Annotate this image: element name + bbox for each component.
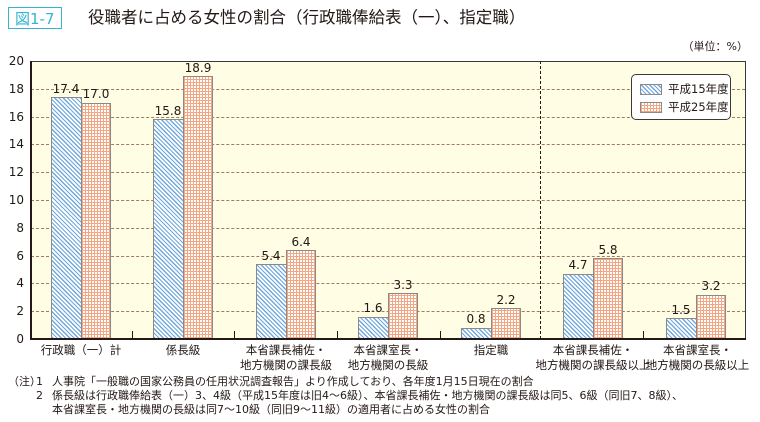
footnote-text: 係長級は行政職俸給表（一）3、4級（平成15年度は旧4～6級）、本省課長補佐・地… — [52, 389, 683, 402]
category-label-line1: 係長級 — [165, 343, 201, 357]
legend-label: 平成15年度 — [668, 82, 729, 96]
legend-item-h25: 平成25年度 — [640, 100, 729, 114]
bar-h25-kashitsucho — [388, 293, 418, 339]
hatch-swatch-icon — [640, 83, 662, 95]
ytick-label: 12 — [8, 165, 24, 179]
x-tick — [440, 331, 442, 338]
gridline-12 — [31, 172, 745, 174]
category-label: 本省課長補佐・ 地方機関の課長級 — [226, 343, 346, 373]
bar-h15-kashitsucho — [358, 316, 389, 339]
legend-label: 平成25年度 — [668, 100, 729, 114]
value-label: 15.8 — [154, 104, 182, 118]
ytick-label: 4 — [16, 276, 24, 290]
bar-h15-kacho-hosa — [256, 263, 287, 339]
bar-h25-kashitsucho-ijo — [696, 294, 726, 339]
category-label: 係長級 — [133, 343, 233, 358]
bar-h25-gyoseishoku-total — [81, 102, 111, 339]
value-label: 0.8 — [466, 312, 486, 326]
category-label-line2: 地方機関の課長級 — [240, 358, 332, 372]
value-label: 1.6 — [363, 301, 383, 315]
legend-item-h15: 平成15年度 — [640, 82, 729, 96]
footnote-number: 2 — [36, 389, 43, 402]
ytick-label: 0 — [16, 332, 24, 346]
category-label-line1: 本省課長補佐・ — [552, 343, 634, 357]
x-tick — [132, 331, 134, 338]
gridline-18 — [31, 88, 745, 90]
gridline-16 — [31, 116, 745, 118]
ytick-label: 20 — [8, 54, 24, 68]
value-label: 3.3 — [393, 278, 413, 292]
value-label: 17.4 — [52, 82, 80, 96]
category-label: 本省課長補佐・ 地方機関の課長級以上 — [533, 343, 653, 373]
ytick-label: 16 — [8, 110, 24, 124]
category-label-line1: 本省課室長・ — [663, 343, 732, 357]
bar-h15-gyoseishoku-total — [51, 97, 82, 339]
value-label: 18.9 — [184, 61, 212, 75]
ytick-label: 10 — [8, 193, 24, 207]
bar-h15-kashitsucho-ijo — [666, 318, 697, 339]
ytick-label: 2 — [16, 304, 24, 318]
unit-label: （単位：%） — [682, 40, 748, 53]
gridline-4 — [31, 283, 745, 285]
x-tick — [643, 331, 645, 338]
bar-h25-kacho-hosa — [286, 250, 316, 339]
gridline-8 — [31, 227, 745, 229]
ytick-label: 14 — [8, 137, 24, 151]
bar-h25-kacho-hosa-ijo — [593, 258, 623, 339]
category-label: 本省課室長・ 地方機関の長級以上 — [640, 343, 755, 373]
dot-swatch-icon — [640, 101, 662, 113]
category-label-line1: 行政職（一）計 — [40, 343, 122, 357]
value-label: 1.5 — [671, 303, 691, 317]
footnote-text: 人事院「一般職の国家公務員の任用状況調査報告」より作成しており、各年度1月15日… — [52, 375, 534, 388]
category-label: 本省課室長・ 地方機関の長級 — [328, 343, 448, 373]
x-axis — [30, 338, 746, 340]
bar-h15-kakaricho — [153, 119, 184, 339]
value-label: 4.7 — [568, 258, 588, 272]
category-label: 指定職 — [441, 343, 541, 358]
category-label-line2: 地方機関の長級 — [347, 358, 429, 372]
ytick-label: 8 — [16, 221, 24, 235]
x-tick — [337, 331, 339, 338]
category-label-line2: 地方機関の課長級以上 — [535, 358, 651, 372]
value-label: 5.4 — [261, 249, 281, 263]
bar-h25-kakaricho — [183, 76, 213, 339]
value-label: 2.2 — [496, 293, 516, 307]
value-label: 17.0 — [82, 87, 110, 101]
group-separator — [540, 61, 541, 339]
figure-label: 図1-7 — [8, 7, 62, 29]
chart-title: 役職者に占める女性の割合（行政職俸給表（一）、指定職） — [88, 8, 526, 27]
gridline-10 — [31, 200, 745, 201]
ytick-label: 6 — [16, 249, 24, 263]
y-axis — [30, 61, 32, 339]
category-label-line1: 本省課室長・ — [353, 343, 423, 357]
category-label-line1: 指定職 — [473, 343, 509, 357]
footnote-number: 1 — [36, 375, 43, 388]
bar-h15-kacho-hosa-ijo — [563, 273, 594, 339]
category-label-line2: 地方機関の長級以上 — [645, 358, 750, 372]
gridline-14 — [31, 144, 745, 146]
value-label: 3.2 — [701, 279, 721, 293]
legend: 平成15年度 平成25年度 — [631, 74, 731, 120]
footnote-prefix: （注） — [8, 375, 41, 388]
category-label: 行政職（一）計 — [31, 343, 131, 358]
x-tick — [234, 331, 236, 338]
gridline-6 — [31, 255, 745, 257]
ytick-label: 18 — [8, 82, 24, 96]
category-label-line1: 本省課長補佐・ — [245, 343, 327, 357]
value-label: 5.8 — [598, 243, 618, 257]
footnote-text: 本省課室長・地方機関の長級は同7～10級（同旧9～11級）の適用者に占める女性の… — [52, 403, 490, 416]
value-label: 6.4 — [291, 235, 311, 249]
